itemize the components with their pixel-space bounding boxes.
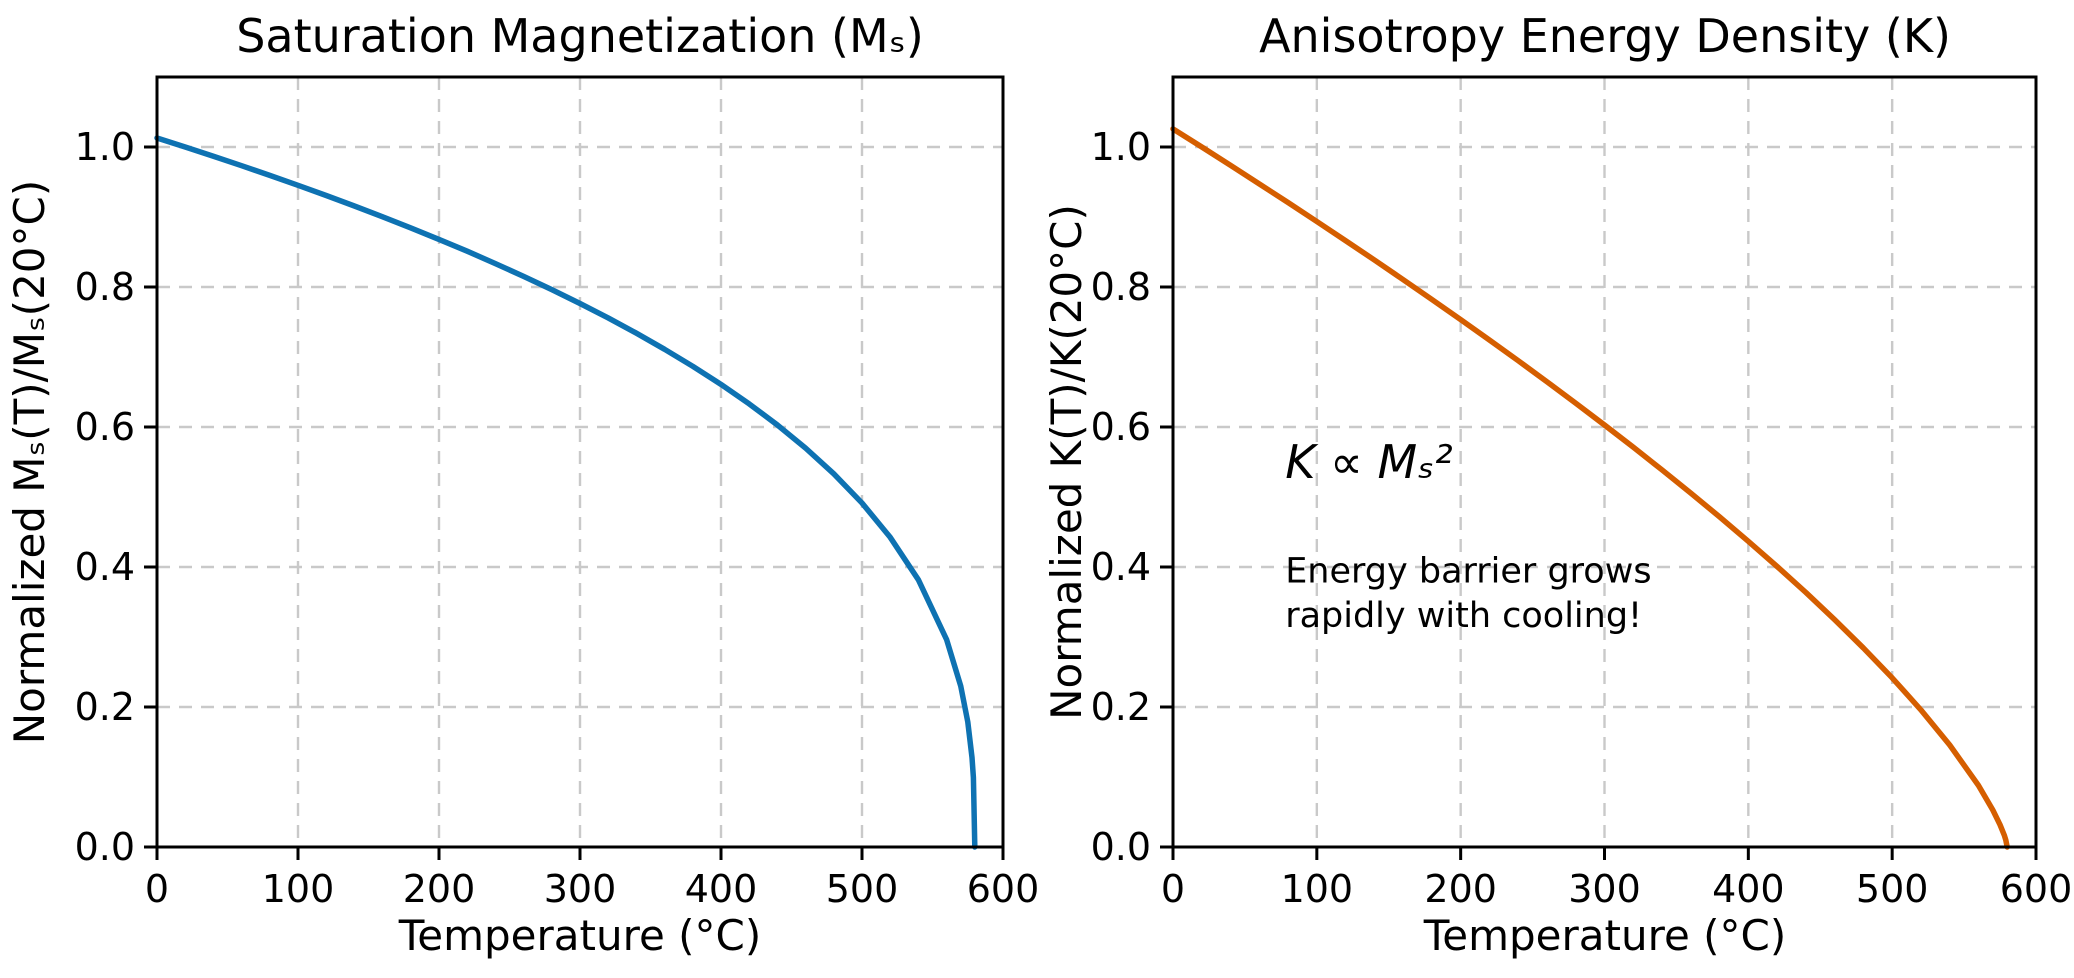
plot-area: 0 100 200 300 400 500 600 0.0 0.2 0.4 0.6 0.8 1.0 — [75, 75, 1037, 911]
y-tick-label: 0.6 — [1091, 405, 1151, 449]
x-tick-label: 400 — [685, 867, 758, 911]
data-curve — [1170, 126, 2010, 850]
x-tick-label: 300 — [1568, 867, 1641, 911]
x-tick-label: 300 — [544, 867, 617, 911]
y-tick-label: 1.0 — [75, 125, 135, 169]
chart-title: Saturation Magnetization (Mₛ) — [236, 9, 924, 63]
chart-anisotropy-energy-panel: 0 100 200 300 400 500 600 0.0 0.2 0.4 0.6 0.8 1.0 An… — [1042, 9, 2073, 960]
chart-title: Anisotropy Energy Density (K) — [1259, 9, 1951, 63]
y-tick-label: 0.4 — [1091, 545, 1151, 589]
y-tick-label: 0.6 — [75, 405, 135, 449]
x-tick-label: 500 — [826, 867, 899, 911]
data-curve — [154, 135, 978, 850]
x-tick-label: 200 — [1424, 867, 1497, 911]
y-tick-label: 0.0 — [1091, 825, 1151, 869]
y-axis-label: Normalized Mₛ(T)/Mₛ(20°C) — [5, 180, 54, 744]
y-tick-label: 0.4 — [75, 545, 135, 589]
x-tick-label: 600 — [2000, 867, 2073, 911]
y-tick-label: 0.8 — [75, 265, 135, 309]
y-axis-label: Normalized K(T)/K(20°C) — [1042, 204, 1091, 720]
y-tick-label: 0.2 — [1091, 685, 1151, 729]
x-tick-label: 500 — [1856, 867, 1929, 911]
x-axis-label: Temperature (°C) — [398, 911, 762, 960]
x-tick-label: 0 — [1161, 867, 1185, 911]
x-tick-label: 100 — [1281, 867, 1354, 911]
y-tick-label: 0.2 — [75, 685, 135, 729]
x-axis-label: Temperature (°C) — [1423, 911, 1787, 960]
x-tick-label: 600 — [967, 867, 1037, 911]
proportionality-annotation: K ∝ Mₛ² — [1285, 435, 1453, 489]
plot-area: 0 100 200 300 400 500 600 0.0 0.2 0.4 0.6 0.8 1.0 — [1091, 75, 2073, 911]
y-tick-label: 1.0 — [1091, 125, 1151, 169]
y-tick-label: 0.0 — [75, 825, 135, 869]
x-tick-label: 0 — [145, 867, 169, 911]
x-tick-label: 400 — [1712, 867, 1785, 911]
x-tick-label: 200 — [403, 867, 476, 911]
chart-saturation-magnetization-panel: 0 100 200 300 400 500 600 0.0 0.2 0.4 0.6 0.8 1.0 Sa… — [5, 9, 1037, 960]
note-line-2: rapidly with cooling! — [1285, 596, 1642, 636]
note-line-1: Energy barrier grows — [1285, 551, 1651, 591]
y-tick-label: 0.8 — [1091, 265, 1151, 309]
x-tick-label: 100 — [262, 867, 335, 911]
